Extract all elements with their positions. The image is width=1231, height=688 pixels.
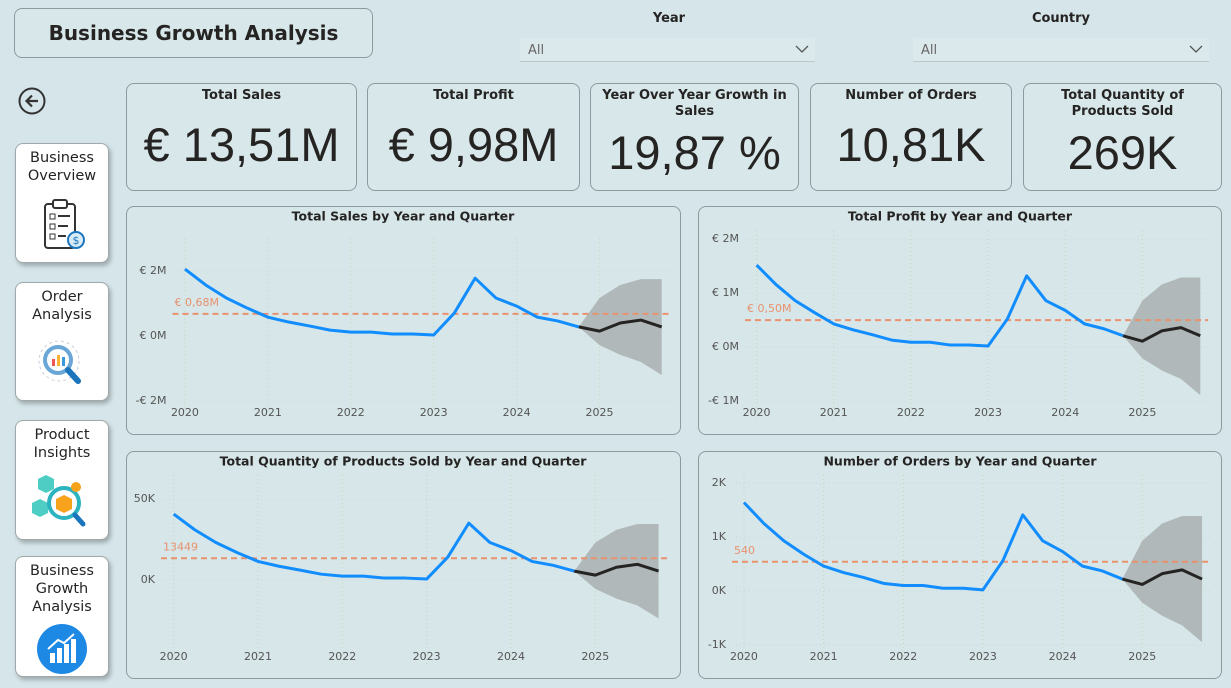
- kpi-title: Number of Orders: [845, 88, 977, 103]
- y-tick-label: -€ 1M: [708, 394, 739, 407]
- kpi-card: Year Over Year Growth in Sales 19,87 %: [590, 83, 799, 191]
- x-tick-label: 2024: [497, 650, 525, 663]
- line-series: [172, 512, 575, 581]
- reference-label: 540: [734, 544, 755, 557]
- forecast-band: [578, 279, 662, 375]
- y-tick-label: € 0M: [140, 329, 167, 342]
- reference-label: € 0,68M: [175, 296, 219, 309]
- x-tick-label: 2021: [244, 650, 272, 663]
- y-tick-label: 50K: [134, 492, 156, 505]
- x-tick-label: 2025: [1128, 650, 1156, 663]
- x-tick-label: 2021: [254, 406, 282, 419]
- nav-label: Product Insights: [33, 427, 91, 461]
- nav-button[interactable]: Business Growth Analysis: [15, 556, 109, 677]
- x-tick-label: 2022: [328, 650, 356, 663]
- dropdown-value: All: [528, 43, 545, 58]
- y-tick-label: -1K: [708, 638, 727, 651]
- y-tick-label: 0K: [141, 573, 156, 586]
- kpi-value: € 13,51M: [143, 117, 340, 171]
- country-dropdown[interactable]: All: [913, 38, 1209, 62]
- filter-label: Year: [652, 11, 686, 26]
- nav-button[interactable]: Order Analysis: [15, 282, 109, 401]
- x-tick-label: 2022: [897, 406, 925, 419]
- line-series: [755, 263, 1124, 348]
- year-dropdown[interactable]: All: [520, 38, 815, 62]
- nav-icon: [32, 475, 86, 527]
- x-tick-label: 2024: [1049, 650, 1077, 663]
- x-tick-label: 2023: [413, 650, 441, 663]
- kpi-title: Total Quantity of Products Sold: [1061, 88, 1184, 119]
- nav-button[interactable]: Product Insights: [15, 420, 109, 540]
- x-tick-label: 2023: [974, 406, 1002, 419]
- kpi-value: 269K: [1067, 125, 1178, 179]
- x-tick-label: 2021: [810, 650, 838, 663]
- y-tick-label: 2K: [712, 476, 727, 489]
- line-series: [578, 318, 663, 333]
- x-tick-label: 2020: [743, 406, 771, 419]
- dropdown-value: All: [921, 43, 938, 58]
- y-tick-label: 0K: [712, 584, 727, 597]
- x-tick-label: 2025: [1128, 406, 1156, 419]
- x-tick-label: 2022: [337, 406, 365, 419]
- nav-icon: [37, 624, 87, 674]
- x-tick-label: 2020: [171, 406, 199, 419]
- x-tick-label: 2024: [503, 406, 531, 419]
- kpi-card: Total Quantity of Products Sold 269K: [1023, 83, 1222, 191]
- line-series: [573, 562, 660, 577]
- kpi-card: Number of Orders 10,81K: [810, 83, 1012, 191]
- reference-label: 13449: [163, 540, 198, 553]
- nav-icon: [38, 340, 81, 384]
- x-tick-label: 2025: [581, 650, 609, 663]
- back-button[interactable]: [17, 86, 47, 116]
- x-tick-label: 2024: [1051, 406, 1079, 419]
- y-tick-label: € 0M: [712, 340, 739, 353]
- kpi-card: Total Sales € 13,51M: [126, 83, 357, 191]
- nav-label: Business Overview: [27, 150, 97, 184]
- chevron: [795, 45, 809, 53]
- kpi-value: € 9,98M: [388, 117, 559, 171]
- y-tick-label: 1K: [712, 530, 727, 543]
- svg-text:$: $: [73, 234, 80, 247]
- chart-title: Total Profit by Year and Quarter: [848, 209, 1073, 224]
- x-tick-label: 2021: [820, 406, 848, 419]
- nav-button[interactable]: Business Overview $: [15, 143, 109, 263]
- chevron: [1189, 45, 1203, 53]
- y-tick-label: -€ 2M: [136, 394, 167, 407]
- forecast-band: [1122, 515, 1203, 643]
- chart-title: Number of Orders by Year and Quarter: [823, 454, 1097, 469]
- kpi-title: Total Sales: [201, 88, 282, 103]
- x-tick-label: 2023: [420, 406, 448, 419]
- chart-title: Total Sales by Year and Quarter: [292, 209, 515, 224]
- line-series: [1122, 326, 1201, 343]
- filter-label: Country: [1031, 11, 1091, 26]
- report-title: Business Growth Analysis: [14, 8, 373, 58]
- reference-label: € 0,50M: [747, 302, 791, 315]
- line-series: [184, 267, 580, 337]
- y-tick-label: € 2M: [140, 264, 167, 277]
- kpi-title: Total Profit: [433, 88, 514, 103]
- forecast-band: [1123, 277, 1201, 396]
- kpi-value: 19,87 %: [608, 125, 781, 179]
- x-tick-label: 2020: [730, 650, 758, 663]
- x-tick-label: 2023: [969, 650, 997, 663]
- y-tick-label: € 2M: [712, 232, 739, 245]
- chart-title: Total Quantity of Products Sold by Year …: [220, 454, 588, 469]
- kpi-card: Total Profit € 9,98M: [367, 83, 580, 191]
- nav-label: Order Analysis: [32, 289, 92, 323]
- line-series: [742, 501, 1123, 592]
- forecast-band: [574, 523, 659, 619]
- nav-label: Business Growth Analysis: [30, 563, 94, 615]
- y-tick-label: € 1M: [712, 286, 739, 299]
- kpi-value: 10,81K: [836, 117, 986, 171]
- x-tick-label: 2025: [586, 406, 614, 419]
- x-tick-label: 2022: [889, 650, 917, 663]
- line-series: [1121, 568, 1203, 586]
- kpi-title: Year Over Year Growth in Sales: [602, 88, 787, 119]
- x-tick-label: 2020: [160, 650, 188, 663]
- nav-icon: $: [44, 199, 85, 249]
